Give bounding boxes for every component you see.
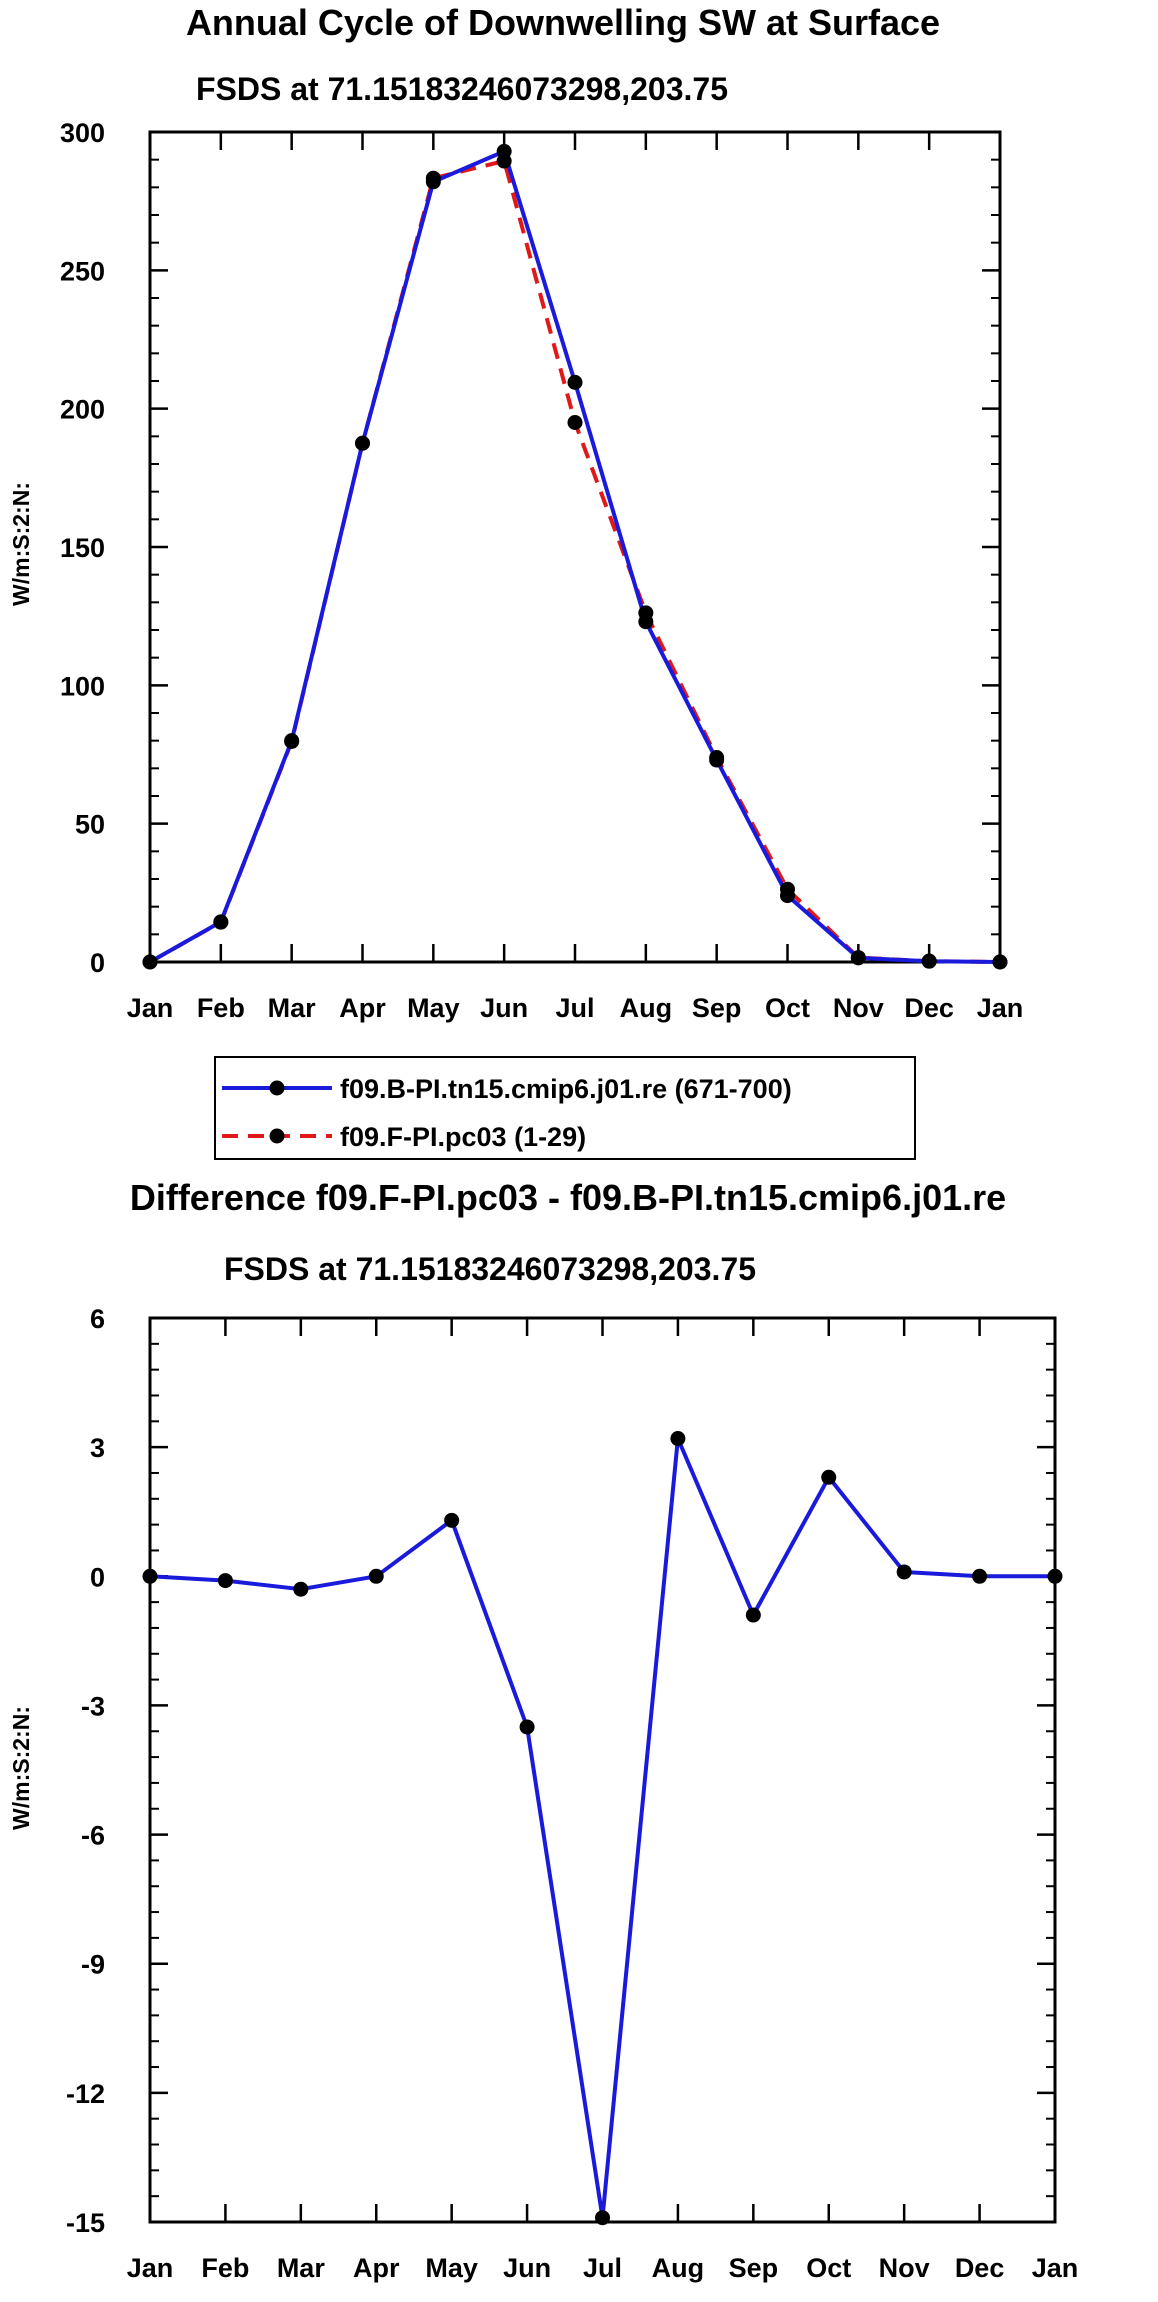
chart2-x-tick-label: Jan — [1032, 2253, 1079, 2283]
chart2-subtitle: FSDS at 71.15183246073298,203.75 — [224, 1251, 756, 1287]
chart2-y-tick-label: 6 — [90, 1304, 105, 1334]
chart1-x-tick-label: Jan — [977, 993, 1024, 1023]
chart1-x-tick-label: Nov — [833, 993, 884, 1023]
chart1-x-tick-label: Aug — [620, 993, 672, 1023]
chart2-x-tick-label: Jul — [583, 2253, 622, 2283]
chart2-title: Difference f09.F-PI.pc03 - f09.B-PI.tn15… — [130, 1177, 1006, 1218]
difference-chart: Difference f09.F-PI.pc03 - f09.B-PI.tn15… — [8, 1177, 1078, 2283]
chart1-series-1-point — [284, 733, 300, 749]
chart2-series-0-point — [519, 1719, 535, 1735]
chart2-x-tick-labels: Jan Feb Mar Apr May Jun Jul Aug Sep Oct Nov Dec Jan — [127, 2253, 1079, 2283]
chart1-series-1-point — [850, 950, 866, 966]
chart1-series-1-point — [567, 415, 583, 430]
chart1-y-tick-label: 100 — [60, 671, 105, 701]
chart2-y-tick-label: -12 — [66, 2079, 105, 2109]
chart1-series-1-point — [142, 954, 158, 970]
chart1-y-tick-label: 0 — [90, 948, 105, 978]
chart1-series — [142, 143, 1008, 970]
chart1-series-1-point — [709, 750, 725, 766]
chart1-plot-frame — [148, 130, 1002, 964]
chart2-ylabel: W/m:S:2:N: — [8, 1706, 34, 1830]
chart1-series-1-point — [355, 435, 370, 451]
chart1-y-tick-label: 250 — [60, 256, 105, 286]
chart2-y-tick-label: -9 — [81, 1950, 105, 1980]
chart2-series-0-point — [670, 1431, 686, 1447]
chart1-y-tick-label: 300 — [60, 118, 105, 148]
chart2-ticks — [148, 1316, 1057, 2224]
chart1-title: Annual Cycle of Downwelling SW at Surfac… — [186, 2, 940, 43]
chart2-x-tick-label: Mar — [277, 2253, 326, 2283]
chart2-y-tick-label: 3 — [90, 1433, 105, 1463]
chart1-series-1-point — [780, 881, 795, 897]
legend-box — [214, 1056, 916, 1160]
chart2-x-tick-label: May — [425, 2253, 478, 2283]
chart1-x-tick-label: May — [407, 993, 460, 1023]
annual-cycle-chart: Annual Cycle of Downwelling SW at Surfac… — [8, 2, 1023, 1023]
chart2-series-0-point — [368, 1568, 384, 1584]
chart2-series — [142, 1431, 1063, 2226]
chart1-series-0-point — [567, 374, 583, 390]
chart1-subtitle: FSDS at 71.15183246073298,203.75 — [196, 71, 728, 107]
chart1-x-tick-label: Apr — [339, 993, 386, 1023]
legend: f09.B-PI.tn15.cmip6.j01.re (671-700) f09… — [214, 1056, 916, 1160]
chart2-x-tick-label: Sep — [729, 2253, 779, 2283]
chart2-x-tick-label: Oct — [806, 2253, 851, 2283]
chart1-ylabel: W/m:S:2:N: — [8, 482, 34, 606]
chart2-y-tick-label: -15 — [66, 2208, 105, 2238]
chart2-x-tick-label: Nov — [879, 2253, 930, 2283]
chart2-series-0-point — [821, 1469, 837, 1485]
chart2-series-0-point — [896, 1564, 912, 1580]
chart2-y-tick-label: 0 — [90, 1562, 105, 1592]
chart2-series-0-point — [745, 1607, 761, 1623]
chart1-series-1-point — [638, 605, 654, 621]
legend-marker-f-pi — [269, 1128, 285, 1144]
chart1-y-tick-label: 50 — [75, 810, 105, 840]
chart2-series-0-point — [217, 1573, 233, 1589]
chart1-y-tick-label: 200 — [60, 395, 105, 425]
chart2-series-0-point — [142, 1568, 158, 1584]
chart2-x-tick-label: Dec — [955, 2253, 1005, 2283]
chart1-ticks — [148, 130, 1002, 964]
chart2-y-tick-label: -6 — [81, 1821, 105, 1851]
chart2-series-0-point — [444, 1512, 460, 1528]
chart1-x-tick-labels: Jan Feb Mar Apr May Jun Jul Aug Sep Oct Nov Dec Jan — [127, 993, 1024, 1023]
chart1-x-tick-label: Mar — [268, 993, 317, 1023]
chart2-x-tick-label: Jan — [127, 2253, 174, 2283]
chart2-series-0-point — [972, 1568, 988, 1584]
chart2-series-0-point — [595, 2210, 610, 2226]
chart1-x-tick-label: Sep — [692, 993, 742, 1023]
chart2-x-tick-label: Feb — [201, 2253, 249, 2283]
chart1-y-tick-labels: 0 50 100 150 200 250 300 — [60, 118, 105, 978]
chart2-series-0-point — [1047, 1568, 1063, 1584]
chart1-x-tick-label: Oct — [765, 993, 810, 1023]
chart1-series-1-point — [992, 954, 1008, 970]
chart2-y-tick-label: -3 — [81, 1691, 105, 1721]
chart2-series-line-0 — [149, 1436, 1055, 2220]
chart1-x-tick-label: Dec — [904, 993, 954, 1023]
chart1-x-tick-label: Jun — [480, 993, 528, 1023]
legend-label-f-pi: f09.F-PI.pc03 (1-29) — [340, 1122, 586, 1152]
chart1-y-tick-label: 150 — [60, 533, 105, 563]
chart2-y-tick-labels: -15 -12 -9 -6 -3 0 3 6 — [66, 1304, 105, 2238]
chart1-x-tick-label: Jul — [555, 993, 594, 1023]
chart1-series-1-point — [213, 914, 229, 930]
legend-marker-b-pi — [269, 1080, 285, 1096]
chart1-series-line-0 — [149, 149, 1001, 964]
chart2-x-tick-label: Jun — [503, 2253, 551, 2283]
legend-label-b-pi: f09.B-PI.tn15.cmip6.j01.re (671-700) — [340, 1074, 792, 1104]
chart1-series-1-point — [425, 170, 441, 186]
chart1-x-tick-label: Feb — [197, 993, 245, 1023]
chart1-x-tick-label: Jan — [127, 993, 174, 1023]
chart1-series-1-point — [921, 953, 937, 969]
chart1-series-1-point — [496, 153, 512, 169]
chart2-plot-frame — [148, 1316, 1057, 2224]
chart2-series-0-point — [293, 1581, 309, 1597]
chart2-x-tick-label: Aug — [652, 2253, 704, 2283]
chart1-series-line-1 — [149, 159, 1001, 964]
chart2-x-tick-label: Apr — [353, 2253, 400, 2283]
